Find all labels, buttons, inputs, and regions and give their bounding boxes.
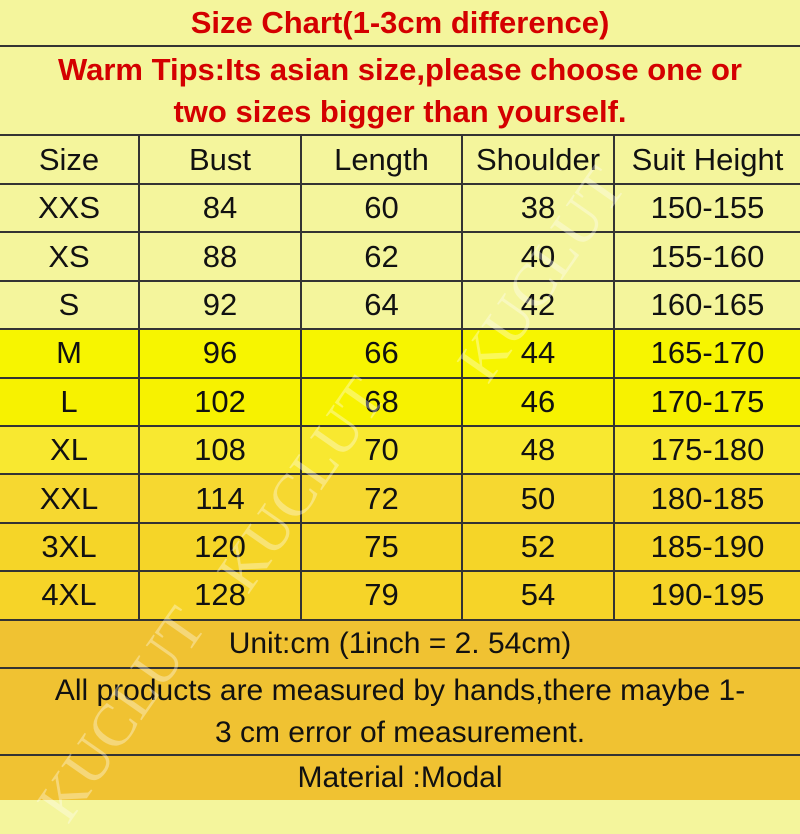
cell-bust: 96 [140,330,302,377]
note-line-1: All products are measured by hands,there… [54,673,746,707]
header-shoulder: Shoulder [463,136,615,183]
cell-shoulder: 42 [463,281,615,329]
unit-row: Unit:cm (1inch = 2. 54cm) [0,621,800,669]
unit-text: Unit:cm (1inch = 2. 54cm) [228,627,572,660]
table-row: XL 108 70 48 175-180 [0,427,800,476]
cell-size: M [0,330,140,377]
table-row: 4XL 128 79 54 190-195 [0,572,800,621]
cell-bust: 120 [140,523,302,571]
cell-bust: 88 [140,233,302,280]
cell-suit-height: 180-185 [650,480,765,516]
cell-length: 64 [302,281,463,329]
cell-suit-height: 160-165 [650,286,765,322]
cell-suit-height: 175-180 [650,432,765,468]
cell-shoulder: 44 [463,330,615,377]
cell-shoulder: 38 [463,185,615,232]
cell-size: XXS [0,185,140,232]
cell-suit-height: 150-155 [650,190,765,226]
warm-tips: Warm Tips:Its asian size,please choose o… [0,47,800,136]
cell-size: XXL [0,475,140,522]
cell-length: 66 [302,330,463,377]
table-row: XXS 84 60 38 150-155 [0,185,800,234]
cell-length: 79 [302,572,463,619]
cell-size: XL [0,427,140,474]
header-bust: Bust [140,136,302,183]
cell-bust: 92 [140,281,302,329]
page-title: Size Chart(1-3cm difference) [0,0,800,47]
measurement-note: All products are measured by hands,there… [0,669,800,756]
warm-tips-line-2: two sizes bigger than yourself. [173,93,627,129]
table-row: XXL 114 72 50 180-185 [0,475,800,524]
cell-length: 68 [302,378,463,425]
cell-length: 72 [302,475,463,522]
cell-size: 3XL [0,523,140,571]
cell-bust: 108 [140,427,302,474]
table-row: L 102 68 46 170-175 [0,378,800,427]
material-row: Material :Modal [0,756,800,800]
header-size: Size [0,136,140,183]
cell-shoulder: 52 [463,523,615,571]
cell-shoulder: 46 [463,378,615,425]
table-row: XS 88 62 40 155-160 [0,233,800,282]
cell-bust: 84 [140,185,302,232]
header-suit-height: Suit Height [631,141,784,177]
cell-suit-height: 190-195 [650,577,765,613]
note-line-2: 3 cm error of measurement. [214,715,586,749]
cell-size: 4XL [0,572,140,619]
table-row: 3XL 120 75 52 185-190 [0,523,800,573]
cell-shoulder: 50 [463,475,615,522]
cell-length: 70 [302,427,463,474]
material-text: Material :Modal [297,761,503,794]
cell-length: 75 [302,523,463,571]
cell-suit-height: 155-160 [650,238,765,274]
cell-bust: 128 [140,572,302,619]
cell-suit-height: 165-170 [650,335,765,371]
cell-shoulder: 48 [463,427,615,474]
table-header: Size Bust Length Shoulder Suit Height [0,136,800,185]
cell-length: 62 [302,233,463,280]
header-length: Length [302,136,463,183]
cell-size: XS [0,233,140,280]
cell-bust: 114 [140,475,302,522]
cell-size: L [0,378,140,425]
cell-shoulder: 54 [463,572,615,619]
cell-size: S [0,281,140,329]
warm-tips-line-1: Warm Tips:Its asian size,please choose o… [58,51,742,87]
table-row: S 92 64 42 160-165 [0,281,800,331]
cell-suit-height: 170-175 [650,383,765,419]
cell-length: 60 [302,185,463,232]
table-row: M 96 66 44 165-170 [0,330,800,379]
cell-suit-height: 185-190 [650,528,765,564]
cell-shoulder: 40 [463,233,615,280]
cell-bust: 102 [140,378,302,425]
title-text: Size Chart(1-3cm difference) [190,4,610,40]
